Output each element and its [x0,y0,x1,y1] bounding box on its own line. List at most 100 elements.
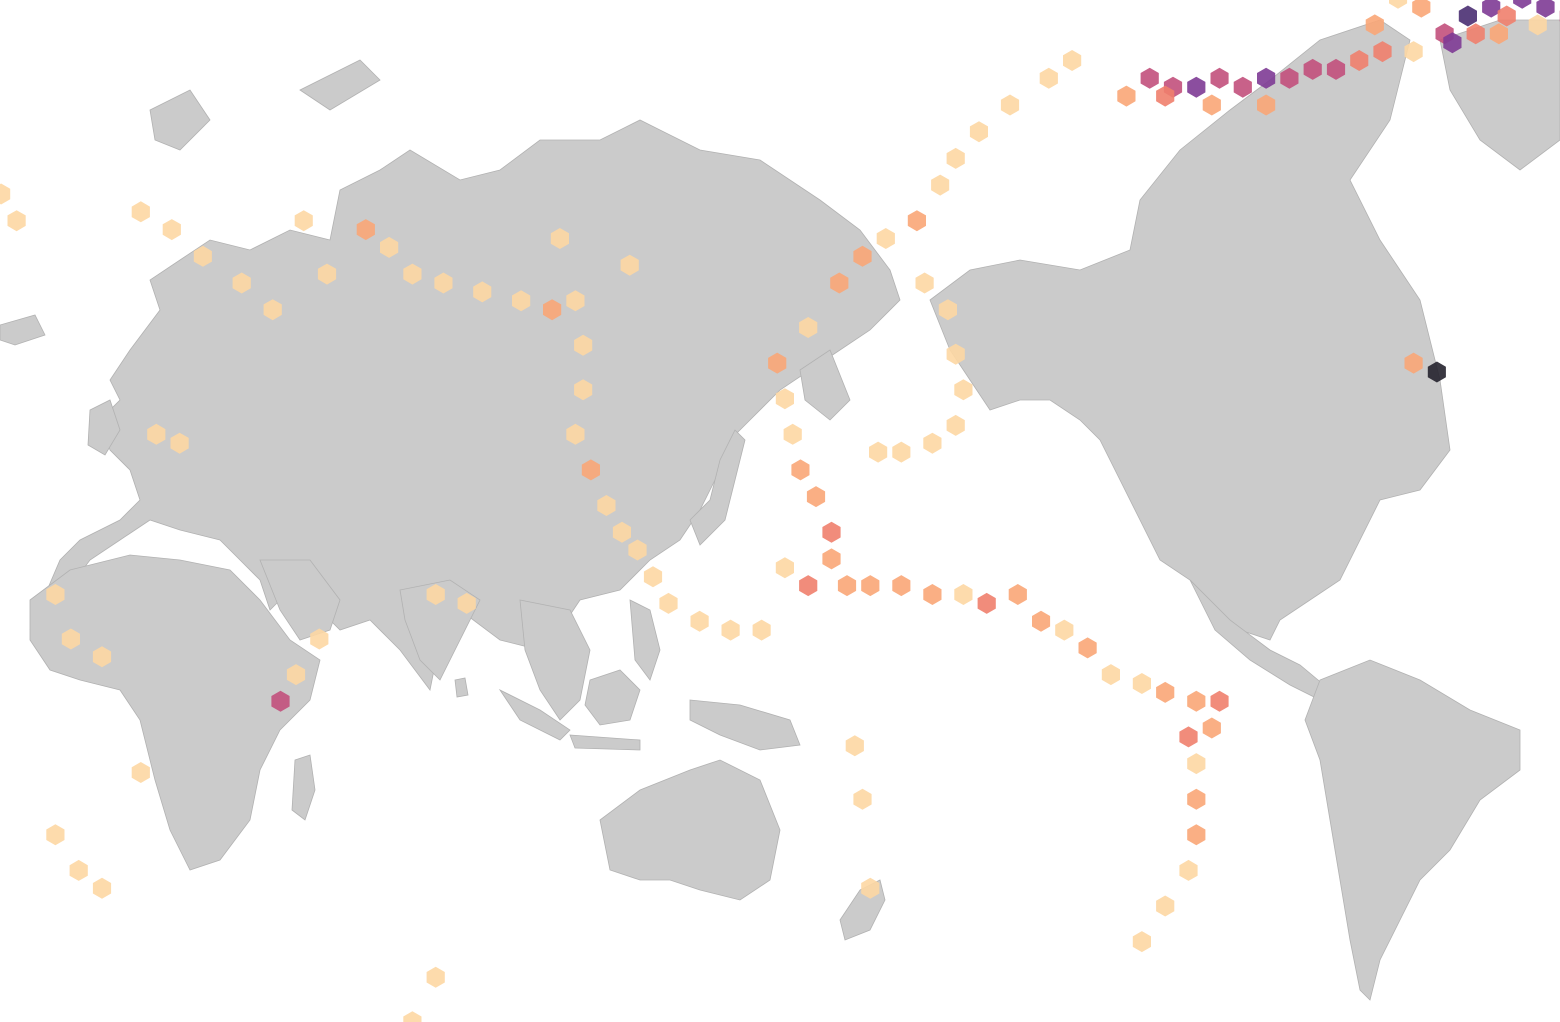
hexbin-cell [1187,753,1206,775]
hexbin-cell [380,236,399,258]
hexbin-cell [61,628,80,650]
hexbin-cell [1326,58,1346,80]
hexbin-cell [1365,14,1384,36]
hexbin-cell [837,575,857,597]
hexbin-cell [286,664,306,686]
hexbin-cell [915,272,934,294]
hexbin-cell [876,228,895,249]
hexbin-cell [946,343,965,365]
hexbin-cell [147,423,166,445]
landmass-uk [87,399,121,456]
hexbin-cell [1466,23,1485,45]
hexbin-cell [1257,67,1276,89]
hexbin-cell [783,423,802,445]
hexbin-cell [0,183,11,205]
hexbin-cell [92,646,112,668]
hexbin-cell [923,584,942,605]
landmass-africa [29,554,321,871]
hexbin-cell [1132,673,1151,694]
hexbin-cell [861,575,880,597]
hexbin-cell [1000,94,1020,116]
landmass-kamchatka [799,349,851,421]
hexbin-cell [643,566,663,588]
hexbin-cell [170,432,189,454]
hexbin-cell [1039,67,1058,89]
hexbin-cell [426,966,445,988]
hexbin-cell [845,735,864,757]
hexbin-cell [403,1011,422,1022]
hexbin-cell [1427,361,1446,383]
hexbin-cell [620,254,639,276]
hexbin-cell [162,219,181,241]
hexbin-cell [822,521,841,543]
hexbin-cell [946,414,965,436]
landmass-novaya-zemlya [299,59,381,111]
hexbin-cell [1404,41,1423,63]
hexbin-cell [1156,85,1175,107]
landmass-philippines [629,599,661,681]
hexbin-cell [853,788,872,810]
hexbin-cell [806,486,826,508]
hexbin-cell [1210,67,1229,89]
hexbin-cell [193,245,212,267]
hexbin-cell [1280,67,1299,89]
land-layer [0,19,1560,1001]
hexbin-cell [1032,610,1051,632]
hexbin-cell [1233,76,1252,98]
hexbin-cell [1187,824,1206,846]
hexbin-cell [954,584,973,605]
hexbin-cell [1482,0,1501,18]
hexbin-cell [628,539,647,561]
hexbin-cell [969,121,988,143]
hexbin-cell [1156,895,1175,917]
hexbin-cell [317,263,337,285]
hexbin-cell [799,575,818,597]
hexbin-cell [1140,67,1159,89]
hexbin-cell [457,592,476,614]
hexbin-cell [1513,0,1532,9]
hexbin-cell [931,174,950,196]
hexbin-cell [954,379,973,401]
hexbin-cell [977,592,996,614]
hexbin-cell [659,592,678,614]
hexbin-cell [1156,681,1175,703]
landmass-japan [689,429,746,546]
hexbin-cell [791,459,810,481]
hexbin-cell [271,690,290,712]
hexbin-cell [1132,931,1151,953]
hexbin-cell [473,281,492,303]
hexbin-cell [566,290,585,312]
hexbin-cell [1350,50,1369,71]
hexbin-cell [721,619,740,641]
hexbin-cell [1497,5,1516,27]
landmass-borneo [584,669,641,726]
hexbin-cell [597,495,616,516]
hexbin-cell [294,210,313,232]
hexbin-cell [869,441,888,463]
hexbin-cell [907,210,926,232]
hexbin-cell [946,147,965,169]
landmass-australia [599,759,781,901]
hexbin-cell [1210,690,1229,712]
hexbin-cell [1008,584,1027,605]
landmass-new-guinea [689,699,801,751]
hexbin-cell [768,352,787,374]
landmass-sri-lanka [454,677,469,698]
hexbin-cell [892,441,911,463]
hexbin-cell [46,584,65,605]
hexbin-cell [232,272,251,294]
hexbin-cell [131,762,150,783]
hexbin-cell [512,290,531,312]
landmass-indonesia-sumatra [498,688,571,741]
hexbin-cell [574,334,593,356]
landmass-madagascar [291,754,316,821]
landmass-southeast-asia [519,599,591,721]
hexbin-cell [1179,726,1198,748]
hexbin-cell [581,459,600,481]
hexbin-cell [46,824,65,846]
hexbin-cell [1458,5,1477,27]
hexbin-cell [892,575,911,597]
hexbin-cell [1373,41,1392,63]
hexbin-cell [830,272,849,294]
